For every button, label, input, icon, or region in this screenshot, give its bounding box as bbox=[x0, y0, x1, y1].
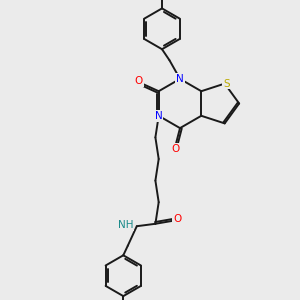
Text: O: O bbox=[173, 214, 182, 224]
Text: O: O bbox=[171, 144, 180, 154]
Text: O: O bbox=[134, 76, 143, 86]
Text: N: N bbox=[155, 111, 163, 121]
Text: N: N bbox=[176, 74, 184, 84]
Text: S: S bbox=[223, 79, 230, 88]
Text: NH: NH bbox=[118, 220, 133, 230]
